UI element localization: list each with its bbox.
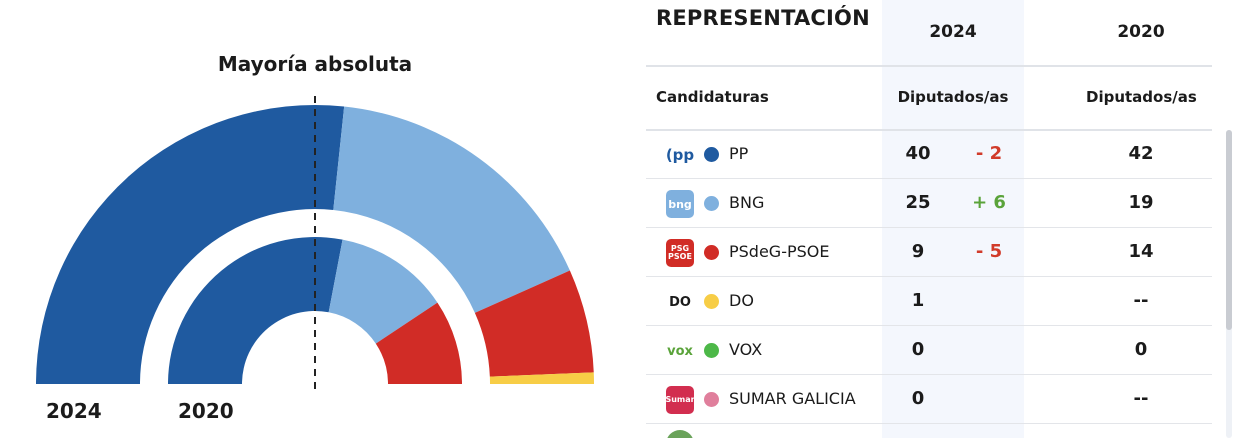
chart-title: Mayoría absoluta xyxy=(217,52,413,76)
seats-2020: 14 xyxy=(1128,241,1154,262)
arc-2024-do xyxy=(489,372,594,384)
seats-2024: 0 xyxy=(911,339,925,360)
arc-2024-psdeg-psoe xyxy=(474,270,594,377)
column-2024-highlight xyxy=(882,0,1024,438)
party-name: VOX xyxy=(729,340,763,359)
scrollbar-thumb[interactable] xyxy=(1226,130,1232,330)
divider xyxy=(646,65,1212,67)
seat-change: + 6 xyxy=(972,192,1006,213)
party-name: PSdeG-PSOE xyxy=(729,242,830,261)
seats-2020: 19 xyxy=(1128,192,1154,213)
seats-2024: 1 xyxy=(911,290,925,311)
table-row-vox[interactable]: vox VOX 0 0 xyxy=(646,326,1212,375)
table-row-psdeg-psoe[interactable]: PSG PSOE PSdeG-PSOE 9 - 5 14 xyxy=(646,228,1212,277)
seat-change: - 2 xyxy=(975,143,1003,164)
header-year-2020: 2020 xyxy=(1117,22,1165,42)
seats-2024: 0 xyxy=(911,388,925,409)
seats-2024: 25 xyxy=(905,192,931,213)
table-row-do[interactable]: DO DO 1 -- xyxy=(646,277,1212,326)
year-label-2024: 2024 xyxy=(46,399,102,423)
party-color-dot-icon xyxy=(704,245,719,260)
seats-2024: 40 xyxy=(905,143,931,164)
table-row-bng[interactable]: bng BNG 25 + 6 19 xyxy=(646,179,1212,228)
table-row-pp[interactable]: (pp PP 40 - 2 42 xyxy=(646,130,1212,179)
divider xyxy=(646,129,1212,131)
party-name: SUMAR GALICIA xyxy=(729,389,856,408)
arc-2024-pp xyxy=(36,104,345,384)
arc-2024-bng xyxy=(333,106,570,313)
party-logo-icon xyxy=(666,430,694,438)
header-diputados-2020: Diputados/as xyxy=(1086,88,1197,106)
psdeg-psoe-logo-icon: PSG PSOE xyxy=(666,239,694,267)
party-color-dot-icon xyxy=(704,343,719,358)
party-color-dot-icon xyxy=(704,294,719,309)
party-name: BNG xyxy=(729,193,765,212)
header-year-2024: 2024 xyxy=(929,22,977,42)
row-divider xyxy=(646,325,1212,326)
party-color-dot-icon xyxy=(704,392,719,407)
header-candidaturas: Candidaturas xyxy=(656,88,769,106)
row-divider xyxy=(646,276,1212,277)
table-row-sumar-galicia[interactable]: Sumar SUMAR GALICIA 0 -- xyxy=(646,375,1212,424)
arc-2020-pp xyxy=(168,236,343,384)
party-color-dot-icon xyxy=(704,147,719,162)
hemicycle-chart xyxy=(36,96,594,392)
results-table: REPRESENTACIÓN 2024 2020 Candidaturas Di… xyxy=(646,0,1242,438)
seats-2020: -- xyxy=(1133,388,1149,409)
table-title: REPRESENTACIÓN xyxy=(656,6,870,30)
seats-2020: 42 xyxy=(1128,143,1154,164)
seat-change: - 5 xyxy=(975,241,1003,262)
pp-logo-icon: (pp xyxy=(665,145,695,164)
arc-2020-psdeg-psoe xyxy=(375,302,462,384)
arc-2020-bng xyxy=(328,239,438,344)
hemicycle-chart-panel: Mayoría absoluta 2024 2020 xyxy=(36,52,594,423)
table-row-partial[interactable] xyxy=(646,424,1212,438)
row-divider xyxy=(646,178,1212,179)
header-diputados-2024: Diputados/as xyxy=(897,88,1009,106)
do-logo-icon: DO xyxy=(669,294,691,310)
year-label-2020: 2020 xyxy=(178,399,234,423)
party-name: PP xyxy=(729,144,749,163)
party-name: DO xyxy=(729,291,754,310)
seats-2020: -- xyxy=(1133,290,1149,311)
sumar-galicia-logo-icon: Sumar xyxy=(665,386,695,414)
vox-logo-icon: vox xyxy=(667,343,693,359)
row-divider xyxy=(646,227,1212,228)
bng-logo-icon: bng xyxy=(666,190,694,218)
row-divider xyxy=(646,374,1212,375)
seats-2024: 9 xyxy=(911,241,925,262)
party-color-dot-icon xyxy=(704,196,719,211)
seats-2020: 0 xyxy=(1134,339,1148,360)
row-divider xyxy=(646,423,1212,424)
